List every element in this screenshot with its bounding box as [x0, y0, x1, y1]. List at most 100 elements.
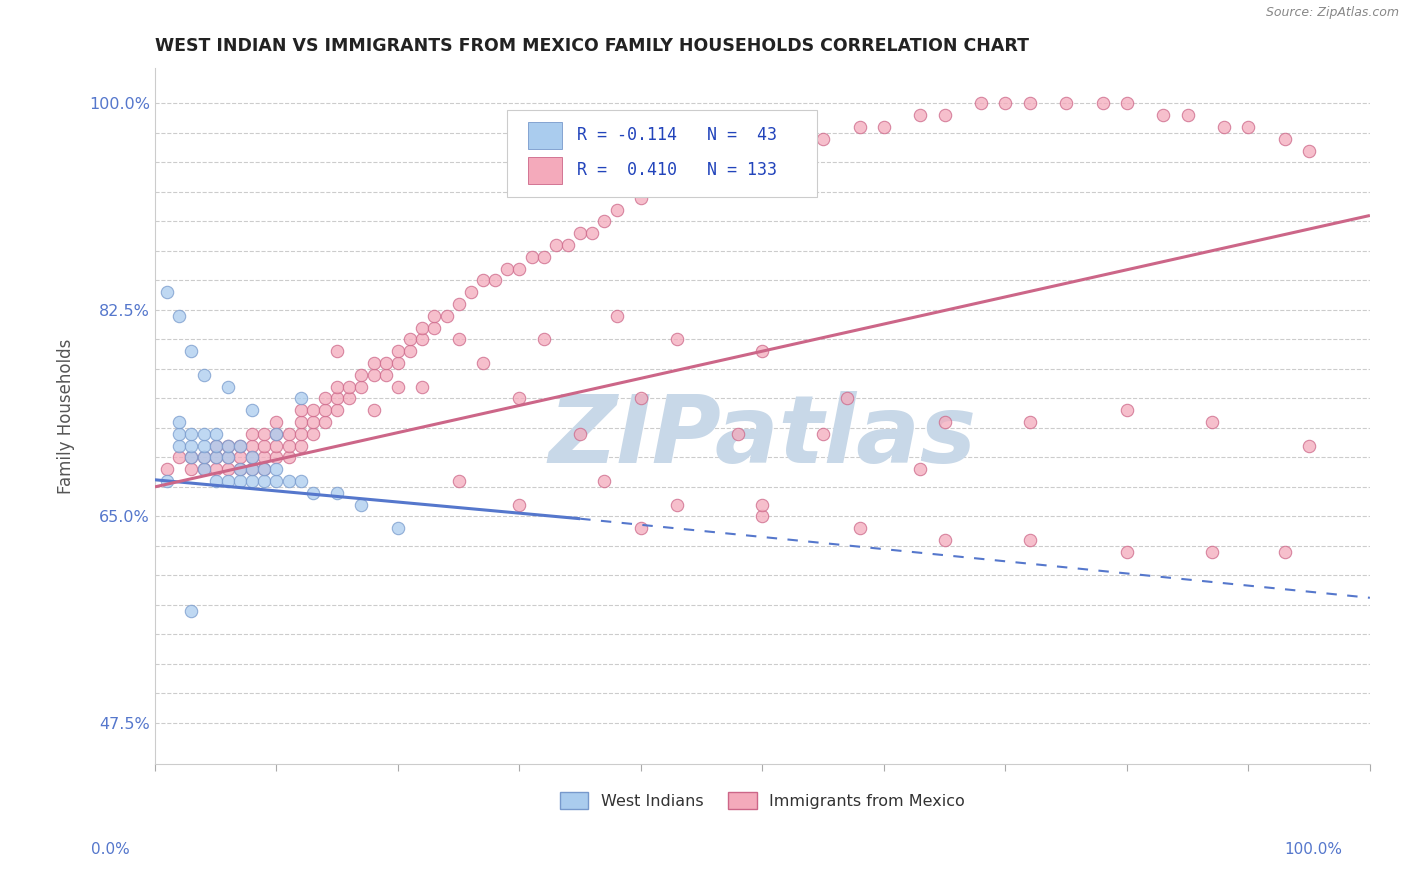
Point: [1018, 96, 1040, 111]
Point: [837, 392, 859, 406]
Point: [533, 332, 555, 346]
FancyBboxPatch shape: [527, 122, 562, 149]
Point: [934, 415, 956, 429]
Point: [350, 368, 373, 382]
Point: [411, 379, 433, 393]
Point: [811, 132, 834, 146]
Point: [277, 426, 299, 441]
Point: [290, 403, 312, 417]
Point: [253, 426, 276, 441]
Point: [229, 450, 252, 465]
Point: [1213, 120, 1236, 134]
Point: [326, 392, 349, 406]
Point: [873, 120, 896, 134]
Point: [217, 474, 239, 488]
Point: [266, 426, 288, 441]
Point: [253, 439, 276, 453]
Point: [544, 238, 567, 252]
Point: [910, 462, 932, 476]
Point: [508, 392, 530, 406]
Point: [229, 474, 252, 488]
Point: [204, 474, 226, 488]
Point: [666, 498, 689, 512]
FancyBboxPatch shape: [508, 110, 817, 197]
Point: [374, 368, 396, 382]
Point: [167, 426, 190, 441]
Point: [193, 462, 215, 476]
Text: WEST INDIAN VS IMMIGRANTS FROM MEXICO FAMILY HOUSEHOLDS CORRELATION CHART: WEST INDIAN VS IMMIGRANTS FROM MEXICO FA…: [155, 37, 1029, 55]
Point: [423, 309, 446, 323]
Point: [167, 309, 190, 323]
Point: [229, 439, 252, 453]
FancyBboxPatch shape: [527, 157, 562, 184]
Text: 0.0%: 0.0%: [91, 842, 131, 856]
Point: [193, 426, 215, 441]
Point: [266, 474, 288, 488]
Point: [266, 415, 288, 429]
Point: [180, 450, 202, 465]
Point: [460, 285, 482, 300]
Point: [314, 415, 336, 429]
Point: [326, 485, 349, 500]
Point: [156, 474, 179, 488]
Point: [180, 426, 202, 441]
Text: 100.0%: 100.0%: [1285, 842, 1343, 856]
Point: [193, 450, 215, 465]
Point: [994, 96, 1017, 111]
Point: [302, 485, 325, 500]
Point: [447, 297, 470, 311]
Point: [180, 462, 202, 476]
Point: [290, 415, 312, 429]
Point: [266, 439, 288, 453]
Point: [217, 379, 239, 393]
Point: [1237, 120, 1260, 134]
Point: [727, 426, 749, 441]
Point: [253, 462, 276, 476]
Point: [277, 474, 299, 488]
Point: [472, 273, 495, 287]
Legend: West Indians, Immigrants from Mexico: West Indians, Immigrants from Mexico: [554, 785, 972, 815]
Point: [1091, 96, 1114, 111]
Point: [593, 474, 616, 488]
Point: [156, 462, 179, 476]
Point: [180, 604, 202, 618]
Point: [411, 332, 433, 346]
Point: [302, 415, 325, 429]
Point: [363, 368, 385, 382]
Point: [751, 144, 773, 158]
Point: [240, 462, 263, 476]
Point: [484, 273, 506, 287]
Point: [314, 403, 336, 417]
Point: [1116, 96, 1139, 111]
Point: [1201, 545, 1223, 559]
Point: [436, 309, 458, 323]
Point: [290, 474, 312, 488]
Point: [934, 533, 956, 547]
Point: [1018, 533, 1040, 547]
Point: [253, 450, 276, 465]
Point: [266, 450, 288, 465]
Point: [240, 439, 263, 453]
Point: [240, 403, 263, 417]
Point: [1116, 403, 1139, 417]
Point: [1298, 144, 1320, 158]
Point: [447, 474, 470, 488]
Point: [557, 238, 579, 252]
Point: [290, 439, 312, 453]
Point: [666, 332, 689, 346]
Point: [326, 379, 349, 393]
Point: [399, 344, 422, 359]
Point: [374, 356, 396, 370]
Point: [337, 379, 360, 393]
Point: [910, 108, 932, 122]
Point: [253, 462, 276, 476]
Point: [302, 426, 325, 441]
Point: [204, 462, 226, 476]
Point: [569, 426, 592, 441]
Point: [363, 403, 385, 417]
Point: [776, 132, 799, 146]
Point: [217, 450, 239, 465]
Point: [508, 261, 530, 276]
Point: [240, 474, 263, 488]
Point: [387, 521, 409, 535]
